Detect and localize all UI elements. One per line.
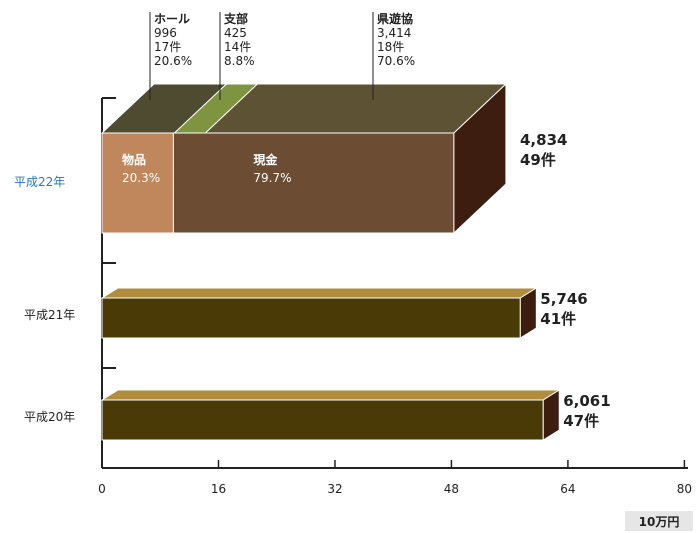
category-label: 平成22年 <box>14 175 65 189</box>
bar-3-total-count: 47件 <box>563 412 599 430</box>
bar-2-side <box>519 287 537 339</box>
bar-22-segment-1 <box>172 132 455 234</box>
bar-22-total-count: 49件 <box>520 151 556 169</box>
bar-22-segment-percent: 20.3% <box>122 171 160 185</box>
callout-text-2: 県遊協 <box>377 11 413 26</box>
x-tick-label: 48 <box>444 482 459 496</box>
bar-3-front <box>101 399 544 441</box>
callout-text-0: ホール <box>154 12 190 26</box>
bar-22-top-segment-2 <box>204 83 508 134</box>
x-tick-label: 80 <box>677 482 692 496</box>
bar-3-side <box>542 389 560 441</box>
callout-text-0: 996 <box>154 26 177 40</box>
bar-3-total-value: 6,061 <box>563 392 610 410</box>
bar-22-segment-percent: 79.7% <box>253 171 291 185</box>
category-label: 平成20年 <box>24 410 75 424</box>
x-tick-label: 16 <box>211 482 226 496</box>
callout-text-1: 支部 <box>223 11 248 26</box>
x-tick-label: 64 <box>560 482 575 496</box>
x-tick-label: 32 <box>327 482 342 496</box>
callout-text-1: 425 <box>224 26 247 40</box>
unit-label: 10万円 <box>639 515 680 529</box>
bar-2-top <box>100 287 539 299</box>
callout-text-0: 17件 <box>154 40 181 54</box>
bar-2-total-count: 41件 <box>540 310 576 328</box>
callout-text-1: 14件 <box>224 40 251 54</box>
callout-text-0: 20.6% <box>154 54 192 68</box>
x-tick-label: 0 <box>98 482 106 496</box>
unit-badge <box>625 511 693 531</box>
bar-3-top <box>100 389 561 401</box>
bar-22-side <box>453 82 507 235</box>
callout-text-1: 8.8% <box>224 54 255 68</box>
callout-text-2: 18件 <box>377 40 404 54</box>
bar-22-segment-name: 現金 <box>253 152 278 167</box>
category-label: 平成21年 <box>24 308 75 322</box>
callout-text-2: 3,414 <box>377 26 411 40</box>
callout-text-2: 70.6% <box>377 54 415 68</box>
bar-22-total-value: 4,834 <box>520 131 567 149</box>
bar-22-segment-name: 物品 <box>122 152 146 167</box>
bar-2-front <box>101 297 521 339</box>
bar-2-total-value: 5,746 <box>540 290 587 308</box>
bar-22-segment-0 <box>101 132 174 234</box>
